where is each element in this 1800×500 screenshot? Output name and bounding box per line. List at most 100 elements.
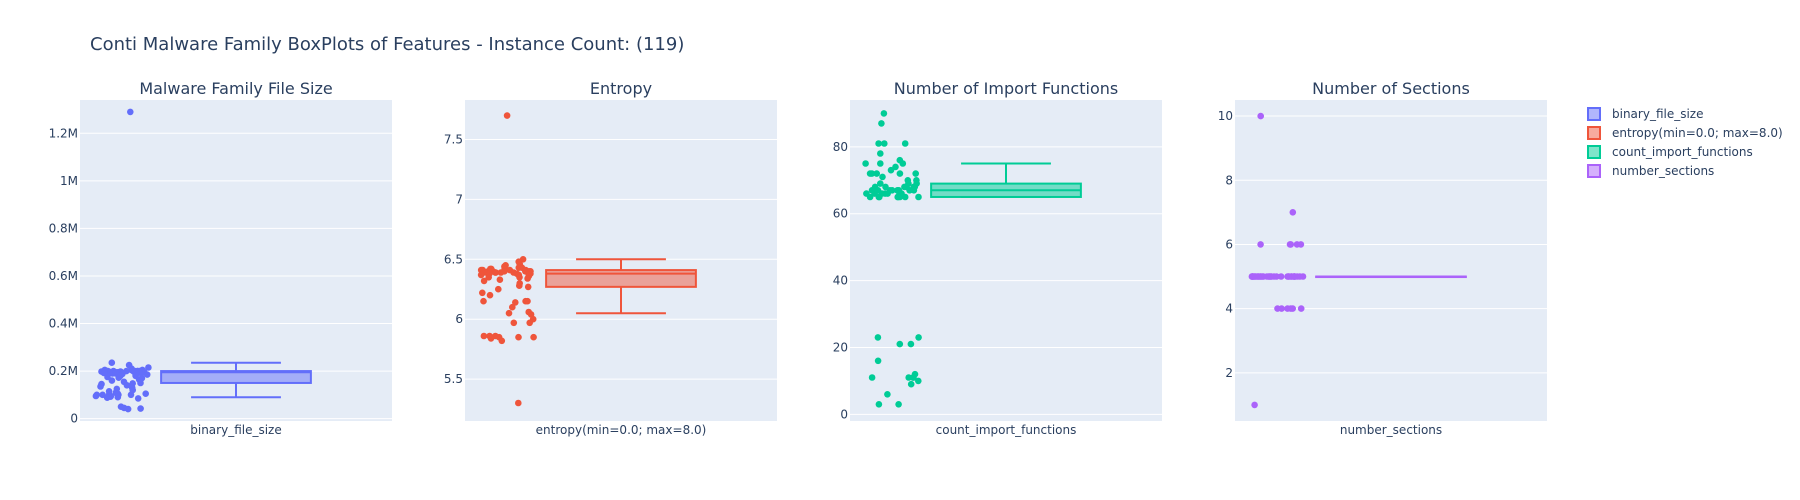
data-point — [143, 371, 151, 378]
data-point — [877, 150, 884, 157]
data-point — [524, 275, 531, 282]
data-point — [877, 160, 884, 167]
legend: binary_file_size entropy(min=0.0; max=8.0… — [1587, 107, 1783, 178]
subplot-3: 0 20 40 60 80 Number of Import Functions count… — [833, 79, 1162, 437]
data-point — [477, 271, 485, 279]
data-point — [1257, 112, 1264, 120]
x-tick-label: number_sections — [1340, 423, 1442, 437]
data-point — [92, 392, 100, 400]
legend-label: entropy(min=0.0; max=8.0) — [1612, 126, 1783, 140]
data-point — [882, 183, 889, 191]
data-point — [888, 187, 896, 194]
data-point — [137, 379, 144, 387]
legend-item: number_sections — [1587, 164, 1714, 178]
data-point — [1286, 241, 1294, 248]
data-point — [480, 332, 488, 340]
plot-area — [1235, 100, 1547, 421]
data-point — [485, 274, 493, 281]
data-point — [1297, 305, 1305, 312]
data-point — [134, 395, 142, 402]
data-point — [505, 309, 513, 317]
data-point — [127, 108, 134, 116]
data-point — [862, 160, 869, 167]
data-point — [515, 399, 522, 407]
y-tick-label: 10 — [1218, 109, 1233, 123]
box-iqr — [545, 269, 697, 288]
data-point — [492, 269, 499, 276]
data-point — [104, 373, 111, 381]
data-point — [896, 170, 904, 177]
data-point — [901, 140, 909, 147]
data-point — [907, 340, 915, 348]
data-point — [915, 377, 922, 385]
data-point — [881, 140, 888, 147]
data-point — [909, 374, 917, 381]
data-point — [868, 170, 876, 177]
y-tick-label: 20 — [833, 340, 848, 354]
data-point — [880, 110, 888, 117]
data-point — [912, 170, 919, 177]
data-point — [901, 193, 909, 201]
plot-area — [850, 100, 1162, 421]
data-point — [124, 405, 132, 413]
data-point — [1251, 401, 1258, 409]
data-point — [875, 193, 883, 201]
data-point — [516, 282, 523, 290]
data-point — [524, 283, 532, 291]
data-point — [509, 303, 516, 311]
data-point — [515, 333, 522, 341]
data-point — [103, 394, 111, 402]
data-point — [127, 391, 135, 399]
data-point — [875, 401, 883, 408]
x-tick-label: binary_file_size — [190, 423, 282, 437]
y-tick-label: 40 — [833, 274, 848, 288]
data-point — [873, 170, 880, 177]
data-point — [114, 393, 122, 401]
data-point — [899, 160, 907, 167]
data-point — [108, 359, 116, 367]
y-tick-label: 2 — [1225, 366, 1233, 380]
data-point — [1273, 273, 1280, 280]
legend-swatch — [1587, 145, 1601, 159]
data-point — [894, 193, 901, 201]
y-tick-label: 0.2M — [49, 364, 78, 378]
data-point — [895, 401, 902, 408]
data-point — [486, 291, 494, 299]
data-point — [874, 334, 882, 341]
data-point — [495, 285, 502, 293]
data-point — [910, 187, 918, 194]
subplot-title: Number of Import Functions — [894, 79, 1118, 98]
y-tick-label: 6.5 — [444, 252, 463, 266]
legend-item: count_import_functions — [1587, 145, 1753, 159]
data-point — [503, 112, 511, 119]
data-point — [1296, 273, 1304, 280]
data-point — [884, 190, 891, 197]
data-point — [879, 173, 886, 181]
data-point — [530, 333, 537, 341]
data-point — [868, 374, 876, 381]
y-tick-label: 0.4M — [49, 317, 78, 331]
y-tick-label: 1M — [60, 174, 78, 188]
data-point — [137, 405, 144, 412]
data-point — [497, 269, 505, 276]
subplot-4: 2 4 6 8 10 Number of Sections number_sections — [1218, 79, 1547, 437]
data-point — [123, 382, 131, 389]
data-point — [516, 274, 523, 281]
data-point — [479, 289, 486, 297]
data-point — [108, 377, 116, 384]
data-point — [480, 297, 487, 305]
y-tick-label: 6 — [1225, 237, 1233, 251]
data-point — [1274, 305, 1281, 312]
data-point — [1249, 273, 1256, 280]
data-point — [887, 166, 895, 174]
subplot-1: 0 0.2M 0.4M 0.6M 0.8M 1M 1.2M Malware Family Fi… — [49, 79, 392, 437]
data-point — [896, 340, 904, 348]
subplot-2: 5.5 6 6.5 7 7.5 Entropy entropy(min=0.0; max=8… — [444, 79, 777, 437]
data-point — [1254, 273, 1262, 280]
data-point — [884, 391, 891, 398]
data-point — [524, 297, 531, 305]
data-point — [875, 140, 882, 147]
data-point — [142, 390, 149, 398]
legend-swatch — [1587, 164, 1601, 178]
